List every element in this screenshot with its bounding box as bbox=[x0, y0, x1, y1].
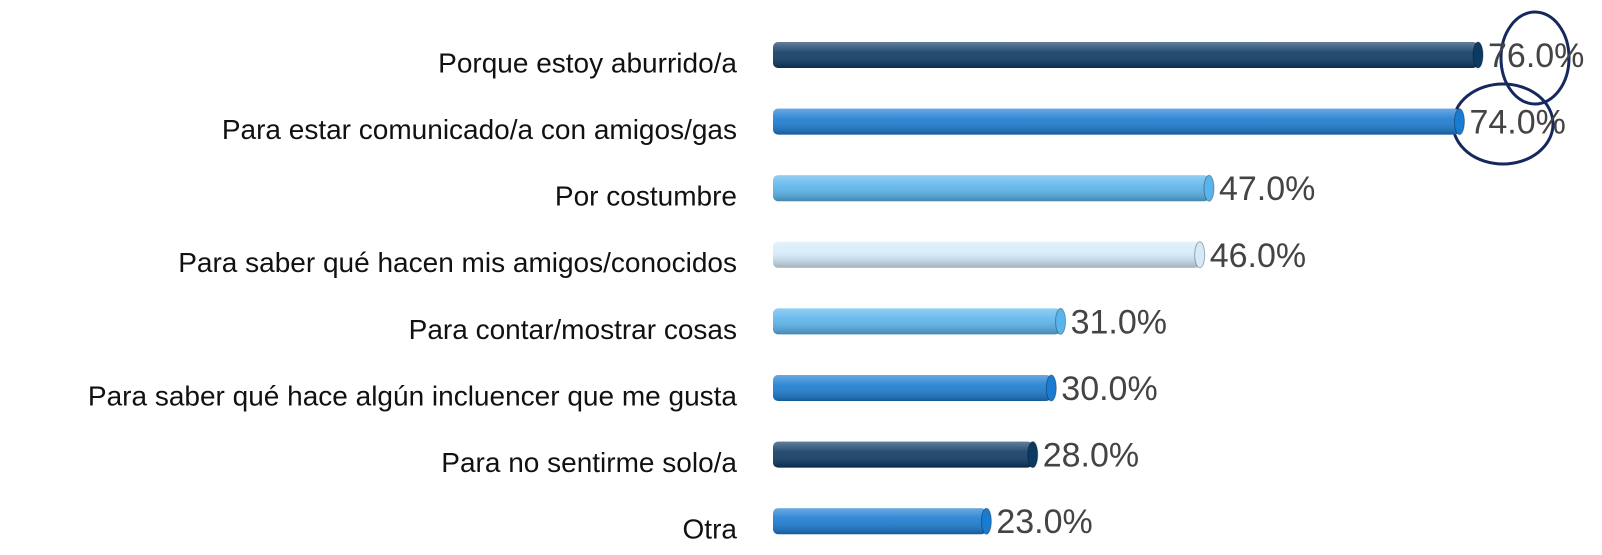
value-label: 74.0% bbox=[1469, 104, 1565, 142]
bar-cap bbox=[1045, 374, 1057, 402]
category-label: Para contar/mostrar cosas bbox=[409, 314, 737, 345]
category-label: Para estar comunicado/a con amigos/gas bbox=[222, 114, 737, 145]
value-label: 30.0% bbox=[1061, 370, 1157, 408]
value-label: 47.0% bbox=[1219, 170, 1315, 208]
value-label: 28.0% bbox=[1043, 437, 1139, 475]
value-label: 23.0% bbox=[996, 503, 1092, 541]
bar-shine bbox=[773, 308, 1061, 335]
value-label: 76.0% bbox=[1488, 37, 1584, 75]
highlight-circle bbox=[1499, 10, 1571, 106]
bar-cap bbox=[1203, 174, 1215, 202]
category-label: Para saber qué hacen mis amigos/conocido… bbox=[178, 247, 737, 278]
bar-cap bbox=[1055, 307, 1067, 335]
bar-shine bbox=[773, 108, 1460, 135]
bar-shine bbox=[773, 241, 1200, 268]
value-label: 31.0% bbox=[1071, 303, 1167, 341]
category-label: Para saber qué hace algún incluencer que… bbox=[88, 380, 738, 411]
bar-shine bbox=[773, 508, 987, 535]
bar-shine bbox=[773, 375, 1052, 401]
category-label: Para no sentirme solo/a bbox=[441, 447, 737, 478]
bar-shine bbox=[773, 441, 1033, 468]
bar-cap bbox=[1194, 241, 1206, 269]
category-label: Otra bbox=[683, 514, 738, 545]
bar-shine bbox=[773, 42, 1478, 68]
bar-cap bbox=[1472, 41, 1484, 69]
value-label: 46.0% bbox=[1210, 237, 1306, 275]
category-label: Por costumbre bbox=[555, 181, 737, 212]
bar-cap bbox=[1453, 108, 1465, 136]
bar-shine bbox=[773, 175, 1209, 202]
category-label: Porque estoy aburrido/a bbox=[438, 47, 737, 78]
bar-cap bbox=[980, 507, 992, 535]
bar-cap bbox=[1027, 441, 1039, 469]
